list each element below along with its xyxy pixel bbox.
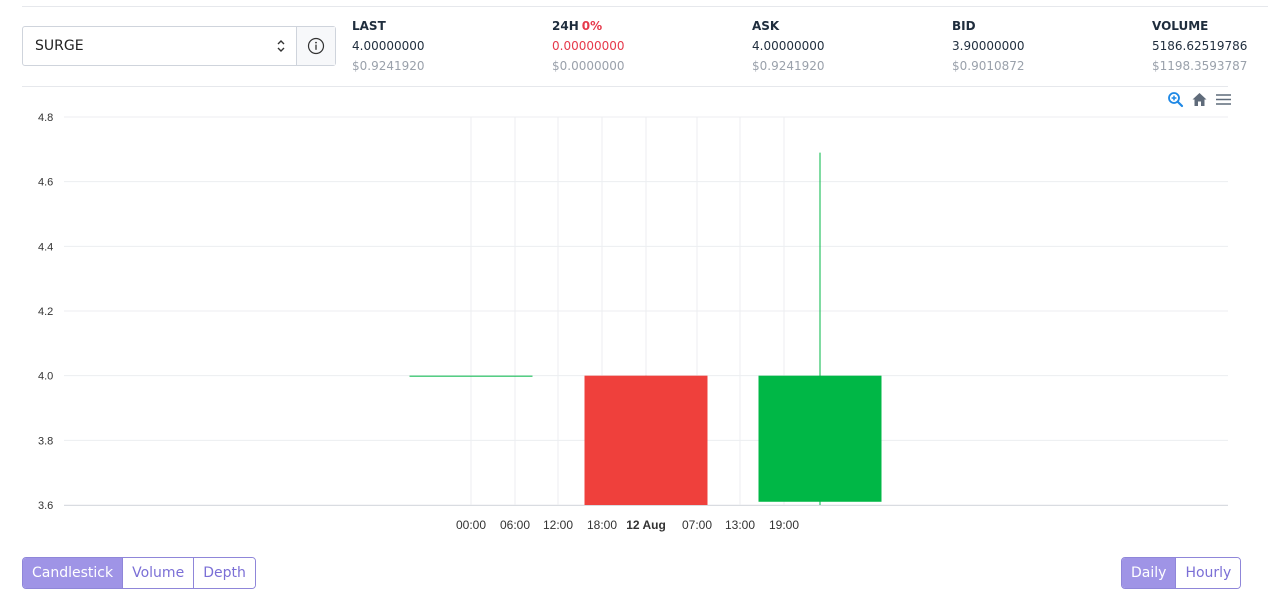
chart-toolbar bbox=[1166, 90, 1232, 108]
y-tick-label: 3.8 bbox=[38, 435, 53, 447]
up-down-caret-icon bbox=[277, 40, 285, 52]
stat-bid-usd: $0.9010872 bbox=[952, 59, 1025, 73]
x-tick-label: 12 Aug bbox=[626, 518, 666, 532]
stat-ask: ASK 4.00000000 $0.9241920 bbox=[752, 18, 825, 74]
stat-ask-value: 4.00000000 bbox=[752, 39, 825, 53]
chart-type-toggle: Candlestick Volume Depth bbox=[22, 557, 256, 589]
stat-last-value: 4.00000000 bbox=[352, 39, 425, 53]
stat-volume: VOLUME 5186.62519786 $1198.3593787 bbox=[1152, 18, 1247, 74]
candle-body bbox=[584, 375, 708, 505]
chart-type-depth-button[interactable]: Depth bbox=[194, 558, 255, 588]
x-tick-label: 18:00 bbox=[587, 518, 617, 532]
market-select[interactable]: SURGE bbox=[23, 27, 296, 65]
y-tick-label: 4.2 bbox=[38, 306, 53, 318]
stat-last: LAST 4.00000000 $0.9241920 bbox=[352, 18, 425, 74]
x-tick-label: 00:00 bbox=[456, 518, 486, 532]
y-tick-label: 3.6 bbox=[38, 500, 53, 512]
stat-last-usd: $0.9241920 bbox=[352, 59, 425, 73]
candlestick-chart: 4.8 4.6 4.4 4.2 4.0 3.8 3.6 00:00 06:00 12:00 18:0… bbox=[38, 112, 1228, 532]
market-info-button[interactable] bbox=[296, 27, 335, 65]
candle-body bbox=[758, 375, 882, 502]
y-tick-label: 4.6 bbox=[38, 177, 53, 189]
stat-24h-value: 0.00000000 bbox=[552, 39, 625, 53]
stat-volume-label: VOLUME bbox=[1152, 19, 1209, 33]
stat-ask-usd: $0.9241920 bbox=[752, 59, 825, 73]
x-tick-label: 13:00 bbox=[725, 518, 755, 532]
y-tick-label: 4.8 bbox=[38, 112, 53, 124]
y-tick-label: 4.0 bbox=[38, 371, 53, 383]
market-select-value: SURGE bbox=[35, 38, 84, 54]
stat-volume-usd: $1198.3593787 bbox=[1152, 59, 1248, 73]
stat-24h-usd: $0.0000000 bbox=[552, 59, 625, 73]
interval-hourly-button[interactable]: Hourly bbox=[1176, 558, 1241, 588]
x-tick-label: 07:00 bbox=[682, 518, 712, 532]
chart-type-candlestick-button[interactable]: Candlestick bbox=[23, 558, 124, 588]
stat-volume-value: 5186.62519786 bbox=[1152, 39, 1248, 53]
interval-daily-button[interactable]: Daily bbox=[1122, 558, 1177, 588]
header-divider bbox=[22, 86, 1228, 87]
stat-last-label: LAST bbox=[352, 19, 386, 33]
stat-24h-label: 24H bbox=[552, 19, 579, 33]
menu-icon bbox=[1215, 93, 1231, 105]
chart-type-volume-button[interactable]: Volume bbox=[123, 558, 195, 588]
stat-bid-label: BID bbox=[952, 19, 976, 33]
x-tick-label: 12:00 bbox=[543, 518, 573, 532]
info-circle-icon bbox=[307, 37, 325, 55]
chart-menu-button[interactable] bbox=[1214, 90, 1232, 108]
interval-toggle: Daily Hourly bbox=[1121, 557, 1242, 589]
top-divider bbox=[22, 6, 1268, 7]
x-tick-label: 06:00 bbox=[500, 518, 530, 532]
home-icon bbox=[1192, 92, 1206, 106]
market-selector[interactable]: SURGE bbox=[22, 26, 336, 66]
stat-24h: 24H 0% 0.00000000 $0.0000000 bbox=[552, 18, 625, 74]
stat-24h-label-row: 24H 0% bbox=[552, 18, 625, 34]
zoom-in-icon bbox=[1167, 91, 1183, 107]
stat-ask-label: ASK bbox=[752, 19, 780, 33]
x-tick-label: 19:00 bbox=[769, 518, 799, 532]
stat-24h-pct: 0% bbox=[581, 19, 603, 33]
y-tick-label: 4.4 bbox=[38, 241, 53, 253]
candle-body bbox=[409, 375, 533, 377]
stat-bid: BID 3.90000000 $0.9010872 bbox=[952, 18, 1025, 74]
zoom-in-button[interactable] bbox=[1166, 90, 1184, 108]
stat-bid-value: 3.90000000 bbox=[952, 39, 1025, 53]
reset-zoom-button[interactable] bbox=[1190, 90, 1208, 108]
